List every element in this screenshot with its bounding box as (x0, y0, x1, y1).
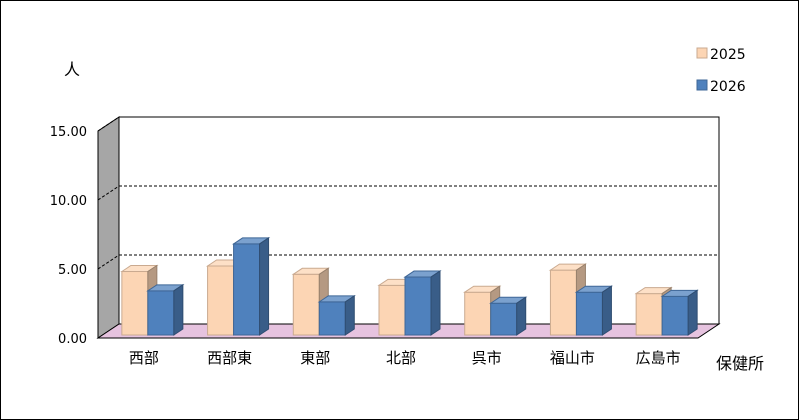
bar-front (207, 265, 235, 336)
bar-side (344, 294, 355, 336)
bar-side (259, 236, 270, 336)
gridline (97, 116, 120, 132)
x-tick-label: 呉市 (472, 349, 502, 367)
bars (120, 236, 699, 336)
bar-front (292, 273, 320, 336)
x-tick-label: 西部東 (207, 349, 252, 367)
bar-front (318, 301, 346, 336)
bar-front (490, 302, 518, 336)
x-axis-label: 保健所 (716, 354, 764, 373)
bar (146, 283, 185, 336)
bar-front (464, 291, 492, 336)
bar-front (575, 291, 603, 336)
bar (403, 270, 442, 336)
bar-side (601, 285, 612, 336)
y-tick-label: 5.00 (58, 263, 87, 278)
legend: 2025 2026 (696, 47, 746, 95)
bar (489, 296, 528, 336)
legend-item: 2025 (696, 47, 746, 63)
y-tick-label: 0.00 (58, 332, 87, 347)
y-tick-label: 10.00 (50, 194, 87, 209)
bar-front (549, 269, 577, 336)
x-tick-label: 北部 (386, 349, 416, 367)
bar-side (687, 289, 698, 336)
x-tick-label: 西部 (129, 349, 159, 367)
bar-front (378, 284, 406, 336)
bar (660, 289, 699, 336)
bar-front (635, 293, 663, 336)
legend-label: 2025 (710, 47, 746, 63)
legend-swatch (696, 47, 708, 59)
bar-side (173, 283, 184, 336)
bar-side (516, 296, 527, 336)
y-tick-labels: 0.00 5.00 10.00 15.00 (50, 125, 87, 347)
gridlines (97, 116, 719, 270)
legend-swatch (696, 79, 708, 91)
bar (317, 294, 356, 336)
bar-front (404, 276, 432, 336)
bar-front (147, 290, 175, 336)
bar-front (121, 271, 149, 336)
legend-item: 2026 (696, 79, 746, 95)
bar (231, 236, 271, 336)
side-wall (97, 116, 120, 339)
x-tick-label: 広島市 (636, 349, 681, 367)
x-tick-label: 東部 (300, 349, 330, 367)
legend-label: 2026 (710, 79, 746, 95)
x-tick-labels: 西部 西部東 東部 北部 呉市 福山市 広島市 (129, 349, 681, 367)
bar-front (661, 295, 689, 336)
bar-side (430, 270, 441, 336)
x-tick-label: 福山市 (550, 349, 595, 367)
y-tick-label: 15.00 (50, 125, 87, 140)
gridline (97, 185, 120, 201)
bar (574, 285, 614, 336)
y-axis-label: 人 (64, 60, 80, 79)
gridline (97, 254, 120, 270)
bar-front (233, 243, 261, 336)
